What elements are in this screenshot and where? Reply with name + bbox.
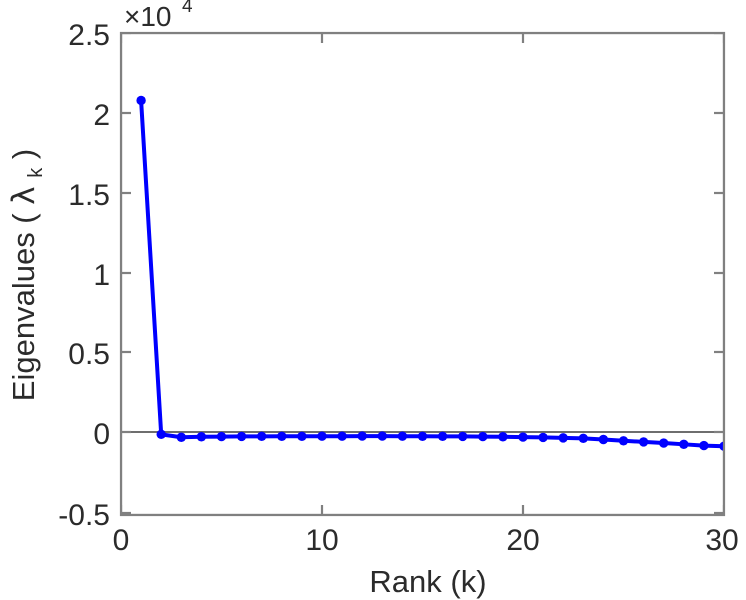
data-point bbox=[216, 431, 227, 442]
data-point bbox=[156, 429, 166, 440]
lambda-subscript-top: k bbox=[25, 167, 47, 178]
labels-layer: 2.5 2 1.5 1 0.5 0 -0.5 0 10 20 30 ×10 4 … bbox=[6, 0, 739, 599]
axes-box-top bbox=[119, 31, 726, 517]
lambda-symbol-top: λ bbox=[6, 186, 42, 204]
data-point bbox=[638, 437, 649, 447]
xtick-10-top: 10 bbox=[305, 524, 338, 557]
data-point bbox=[598, 434, 609, 445]
data-point bbox=[397, 431, 408, 441]
mask-right bbox=[725, 0, 746, 600]
series-markers bbox=[136, 95, 729, 451]
data-point bbox=[297, 431, 307, 441]
data-point bbox=[458, 431, 468, 442]
mask-left bbox=[0, 0, 121, 600]
data-point bbox=[317, 431, 327, 441]
data-point bbox=[478, 431, 488, 442]
ytick-0-top: 0 bbox=[93, 418, 110, 451]
data-point bbox=[136, 95, 146, 106]
ytick-minus0point5-top: -0.5 bbox=[58, 499, 110, 532]
ytick-1point5-top: 1.5 bbox=[68, 179, 110, 212]
data-point bbox=[337, 431, 347, 441]
data-point bbox=[618, 436, 629, 446]
data-point bbox=[417, 431, 428, 441]
data-point bbox=[277, 431, 287, 441]
xtick-20-top: 20 bbox=[506, 524, 539, 557]
data-point bbox=[498, 432, 508, 442]
data-point bbox=[437, 431, 448, 442]
ytick-2point5-top: 2.5 bbox=[68, 19, 110, 52]
y-axis-title-top: Eigenvalues ( λ k ) bbox=[6, 149, 49, 401]
data-point bbox=[699, 440, 709, 451]
y-title-close-top: ) bbox=[6, 149, 41, 159]
data-point bbox=[578, 433, 588, 444]
y-axis-title-main-top: Eigenvalues ( λ k ) bbox=[6, 149, 49, 401]
x-axis-title-top: Rank (k) bbox=[369, 564, 486, 599]
mask-top bbox=[0, 0, 746, 32]
xtick-0-top: 0 bbox=[113, 524, 130, 557]
data-point bbox=[659, 438, 669, 448]
data-point bbox=[558, 433, 568, 443]
data-series-eigenvalues bbox=[136, 95, 729, 451]
data-point bbox=[236, 431, 247, 442]
ytick-0point5-top: 0.5 bbox=[68, 338, 110, 371]
data-point bbox=[176, 432, 186, 442]
xtick-30-top: 30 bbox=[705, 524, 738, 557]
data-point bbox=[377, 431, 387, 441]
data-point bbox=[679, 439, 689, 450]
y-title-text-top: Eigenvalues ( bbox=[6, 213, 41, 402]
data-point bbox=[357, 431, 367, 441]
mask-bottom bbox=[0, 516, 746, 600]
data-point bbox=[196, 432, 207, 442]
multiplier-base-top: ×10 bbox=[124, 1, 172, 32]
data-point bbox=[538, 432, 548, 443]
ytick-1-top: 1 bbox=[93, 259, 110, 292]
ytick-2-top: 2 bbox=[93, 99, 110, 132]
data-point bbox=[257, 431, 267, 442]
data-point bbox=[518, 432, 528, 442]
multiplier-exponent-top: 4 bbox=[182, 0, 193, 17]
